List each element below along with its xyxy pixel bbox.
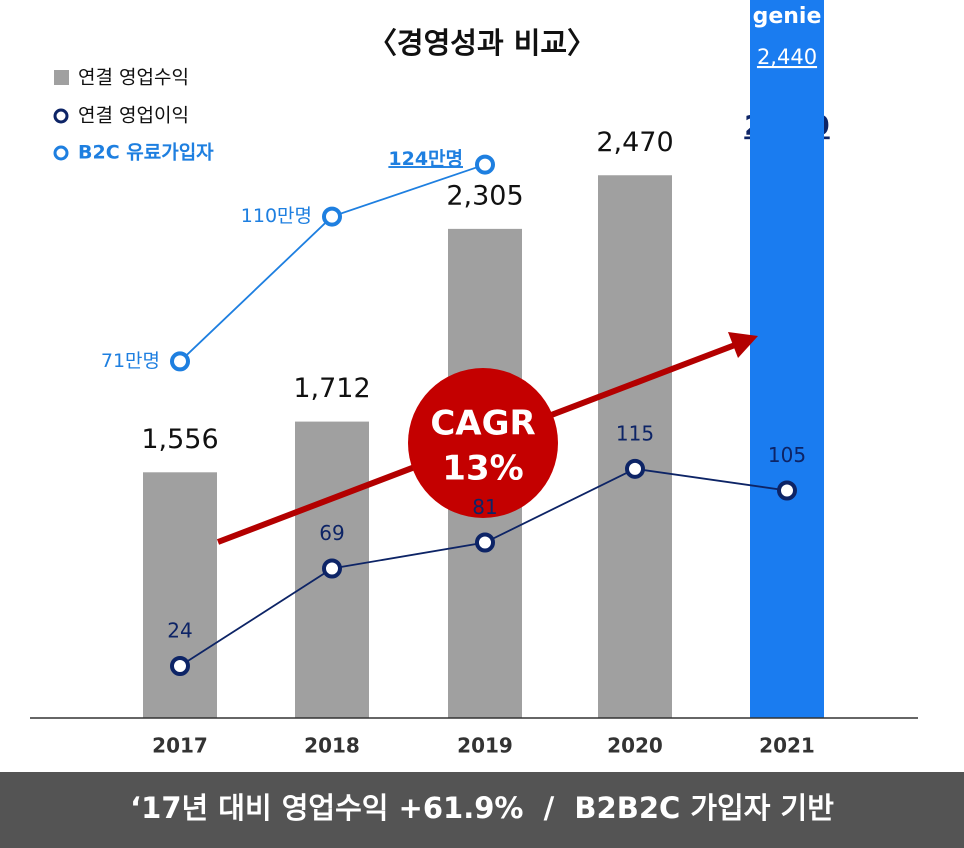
chart-title: 〈경영성과 비교〉 (368, 26, 596, 60)
cagr-arrowhead (728, 332, 758, 358)
line-point (322, 206, 342, 227)
line (179, 163, 486, 363)
bar (598, 175, 672, 718)
segment-name: genie (753, 4, 822, 29)
x-tick-label: 2020 (607, 734, 663, 758)
x-tick-label: 2017 (152, 734, 208, 758)
footer-band (0, 772, 964, 848)
legend-label: B2C 유료가입자 (78, 142, 214, 164)
footer-text: ‘17년 대비 영업수익 +61.9% / B2B2C 가입자 기반 (130, 791, 834, 825)
point-value-label: 81 (472, 495, 497, 519)
point-value-label: 69 (319, 521, 344, 545)
point-value-label: 24 (167, 619, 192, 643)
bar-value-label: 2,470 (596, 127, 673, 158)
line-point (475, 154, 495, 175)
stack-segment (750, 0, 824, 718)
line-point (475, 532, 495, 553)
point-value-label: 115 (616, 421, 654, 445)
x-tick-label: 2019 (457, 734, 513, 758)
point-value-label: 124만명 (388, 148, 463, 170)
point-value-label: 105 (768, 443, 806, 467)
bar-value-label: 2,305 (446, 180, 523, 211)
cagr-text: CAGR (430, 404, 535, 444)
line-point (777, 480, 797, 501)
bar (143, 472, 217, 718)
legend-swatch (53, 145, 69, 161)
bar-value-label: 1,712 (293, 373, 370, 404)
line-point (625, 458, 645, 479)
cagr-circle (408, 368, 558, 518)
line-point (322, 558, 342, 579)
bar-value-label: 1,556 (141, 424, 218, 455)
point-value-label: 71만명 (101, 350, 160, 372)
line-point (170, 351, 190, 372)
legend-label: 연결 영업수익 (78, 67, 189, 89)
segment-value-label: 2,440 (757, 45, 817, 69)
x-tick-label: 2018 (304, 734, 360, 758)
legend-label: 연결 영업이익 (78, 105, 189, 127)
cagr-annotation: CAGR 13% (216, 332, 758, 545)
legend-swatch (54, 70, 69, 85)
cagr-value-label: 13% (442, 449, 523, 489)
x-tick-label: 2021 (759, 734, 815, 758)
line-point (170, 656, 190, 676)
legend-swatch (53, 108, 69, 124)
point-value-label: 110만명 (241, 205, 312, 227)
